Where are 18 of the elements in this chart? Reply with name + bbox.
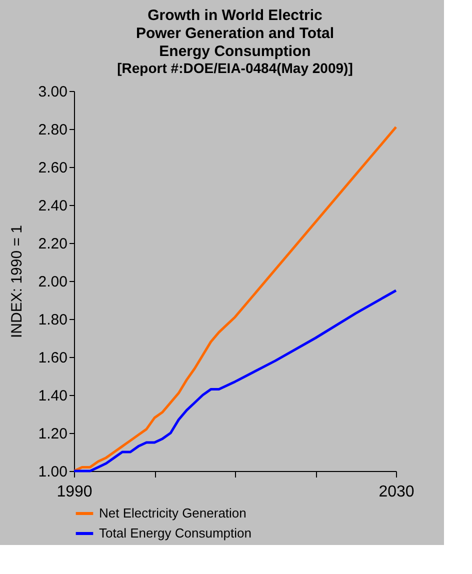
chart-title: Growth in World Electric Power Generation and Total Energy Consumption [136,7,334,60]
y-tick-label: 1.80 [38,312,68,328]
y-tick-label: 2.60 [38,160,68,176]
y-tick-label: 2.00 [38,274,68,290]
y-tick-label: 2.40 [38,198,68,214]
x-tick-label: 1990 [56,484,92,500]
y-tick-label: 1.60 [38,350,68,366]
y-tick-label: 1.20 [38,426,68,442]
y-axis-title: INDEX: 1990 = 1 [8,225,26,338]
y-tick-label: 1.40 [38,388,68,404]
x-tick-label: 2030 [378,484,414,500]
legend-label: Net Electricity Generation [99,506,246,520]
chart-subtitle: [Report #:DOE/EIA-0484(May 2009)] [117,60,353,76]
y-tick-label: 2.20 [38,236,68,252]
legend-label: Total Energy Consumption [99,526,252,540]
y-tick-label: 3.00 [38,84,68,100]
y-tick-label: 2.80 [38,122,68,138]
y-tick-label: 1.00 [38,464,68,480]
